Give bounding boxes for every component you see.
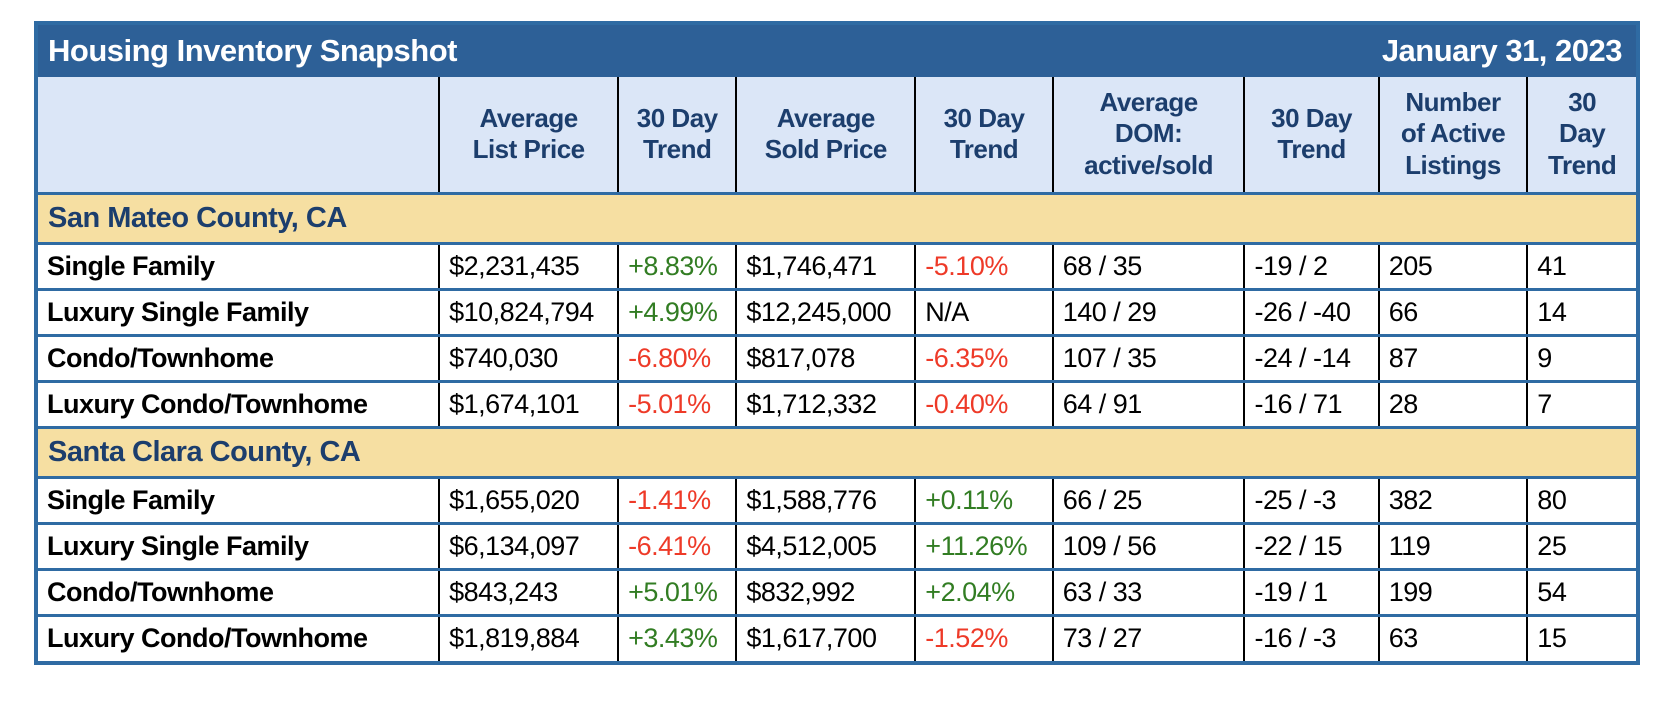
corner-cell: [38, 77, 440, 193]
avg-sold-price-cell: $1,588,776: [735, 475, 916, 523]
active-listings-cell: 199: [1377, 567, 1528, 615]
dom-cell: 107 / 35: [1051, 333, 1245, 381]
active-listings-cell: 66: [1377, 287, 1528, 335]
table-row: Luxury Condo/Townhome $1,674,101 -5.01% …: [38, 379, 1636, 427]
section-title: Santa Clara County, CA: [38, 425, 1636, 477]
dom-cell: 63 / 33: [1051, 567, 1245, 615]
table-row: Condo/Townhome $740,030 -6.80% $817,078 …: [38, 333, 1636, 381]
active-listings-cell: 63: [1377, 613, 1528, 661]
table-row: Single Family $2,231,435 +8.83% $1,746,4…: [38, 241, 1636, 289]
listings-trend-cell: 25: [1526, 521, 1636, 569]
dom-trend-cell: -19 / 1: [1243, 567, 1379, 615]
listings-trend-cell: 14: [1526, 287, 1636, 335]
avg-list-price-cell: $2,231,435: [438, 241, 619, 289]
property-type-cell: Condo/Townhome: [38, 567, 440, 615]
section-title: San Mateo County, CA: [38, 191, 1636, 243]
sold-price-trend-cell: +0.11%: [914, 475, 1053, 523]
list-price-trend-cell: +4.99%: [617, 287, 737, 335]
section-header-row: San Mateo County, CA: [38, 191, 1636, 243]
listings-trend-cell: 41: [1526, 241, 1636, 289]
listings-trend-cell: 54: [1526, 567, 1636, 615]
listings-trend-cell: 7: [1526, 379, 1636, 427]
property-type-cell: Luxury Single Family: [38, 521, 440, 569]
avg-list-price-cell: $1,674,101: [438, 379, 619, 427]
column-header-sold-trend: 30 Day Trend: [914, 77, 1053, 193]
list-price-trend-cell: +5.01%: [617, 567, 737, 615]
dom-cell: 66 / 25: [1051, 475, 1245, 523]
column-header-avg-dom: Average DOM: active/sold: [1051, 77, 1245, 193]
property-type-cell: Condo/Townhome: [38, 333, 440, 381]
avg-sold-price-cell: $1,617,700: [735, 613, 916, 661]
sold-price-trend-cell: +2.04%: [914, 567, 1053, 615]
property-type-cell: Luxury Single Family: [38, 287, 440, 335]
dom-trend-cell: -19 / 2: [1243, 241, 1379, 289]
avg-sold-price-cell: $1,712,332: [735, 379, 916, 427]
column-header-active-listings: Number of Active Listings: [1377, 77, 1528, 193]
column-header-listings-trend: 30 Day Trend: [1526, 77, 1636, 193]
property-type-cell: Luxury Condo/Townhome: [38, 379, 440, 427]
dom-cell: 68 / 35: [1051, 241, 1245, 289]
dom-trend-cell: -24 / -14: [1243, 333, 1379, 381]
sold-price-trend-cell: -1.52%: [914, 613, 1053, 661]
avg-list-price-cell: $10,824,794: [438, 287, 619, 335]
list-price-trend-cell: -6.41%: [617, 521, 737, 569]
active-listings-cell: 28: [1377, 379, 1528, 427]
list-price-trend-cell: +8.83%: [617, 241, 737, 289]
list-price-trend-cell: -6.80%: [617, 333, 737, 381]
active-listings-cell: 205: [1377, 241, 1528, 289]
listings-trend-cell: 15: [1526, 613, 1636, 661]
table-row: Single Family $1,655,020 -1.41% $1,588,7…: [38, 475, 1636, 523]
sold-price-trend-cell: N/A: [914, 287, 1053, 335]
inventory-table: Average List Price 30 Day Trend Average …: [38, 77, 1636, 661]
dom-cell: 140 / 29: [1051, 287, 1245, 335]
avg-list-price-cell: $6,134,097: [438, 521, 619, 569]
title-bar: Housing Inventory Snapshot January 31, 2…: [38, 25, 1636, 77]
column-header-list-trend: 30 Day Trend: [617, 77, 737, 193]
column-header-dom-trend: 30 Day Trend: [1243, 77, 1379, 193]
listings-trend-cell: 9: [1526, 333, 1636, 381]
avg-sold-price-cell: $817,078: [735, 333, 916, 381]
avg-list-price-cell: $1,819,884: [438, 613, 619, 661]
property-type-cell: Luxury Condo/Townhome: [38, 613, 440, 661]
table-row: Luxury Single Family $6,134,097 -6.41% $…: [38, 521, 1636, 569]
listings-trend-cell: 80: [1526, 475, 1636, 523]
avg-list-price-cell: $740,030: [438, 333, 619, 381]
page-title: Housing Inventory Snapshot: [48, 33, 457, 68]
avg-sold-price-cell: $832,992: [735, 567, 916, 615]
avg-sold-price-cell: $12,245,000: [735, 287, 916, 335]
property-type-cell: Single Family: [38, 241, 440, 289]
property-type-cell: Single Family: [38, 475, 440, 523]
sold-price-trend-cell: -5.10%: [914, 241, 1053, 289]
table-row: Luxury Condo/Townhome $1,819,884 +3.43% …: [38, 613, 1636, 661]
table-row: Condo/Townhome $843,243 +5.01% $832,992 …: [38, 567, 1636, 615]
dom-trend-cell: -26 / -40: [1243, 287, 1379, 335]
column-header-row: Average List Price 30 Day Trend Average …: [38, 77, 1636, 193]
report-date: January 31, 2023: [1381, 33, 1623, 68]
active-listings-cell: 87: [1377, 333, 1528, 381]
active-listings-cell: 382: [1377, 475, 1528, 523]
sold-price-trend-cell: +11.26%: [914, 521, 1053, 569]
section-header-row: Santa Clara County, CA: [38, 425, 1636, 477]
dom-trend-cell: -16 / -3: [1243, 613, 1379, 661]
column-header-avg-sold-price: Average Sold Price: [735, 77, 916, 193]
sold-price-trend-cell: -6.35%: [914, 333, 1053, 381]
dom-cell: 109 / 56: [1051, 521, 1245, 569]
avg-list-price-cell: $1,655,020: [438, 475, 619, 523]
dom-trend-cell: -25 / -3: [1243, 475, 1379, 523]
housing-inventory-snapshot: Housing Inventory Snapshot January 31, 2…: [34, 21, 1640, 665]
avg-sold-price-cell: $1,746,471: [735, 241, 916, 289]
list-price-trend-cell: -5.01%: [617, 379, 737, 427]
list-price-trend-cell: +3.43%: [617, 613, 737, 661]
active-listings-cell: 119: [1377, 521, 1528, 569]
dom-cell: 73 / 27: [1051, 613, 1245, 661]
dom-trend-cell: -22 / 15: [1243, 521, 1379, 569]
avg-list-price-cell: $843,243: [438, 567, 619, 615]
avg-sold-price-cell: $4,512,005: [735, 521, 916, 569]
sold-price-trend-cell: -0.40%: [914, 379, 1053, 427]
dom-trend-cell: -16 / 71: [1243, 379, 1379, 427]
dom-cell: 64 / 91: [1051, 379, 1245, 427]
table-row: Luxury Single Family $10,824,794 +4.99% …: [38, 287, 1636, 335]
column-header-avg-list-price: Average List Price: [438, 77, 619, 193]
list-price-trend-cell: -1.41%: [617, 475, 737, 523]
